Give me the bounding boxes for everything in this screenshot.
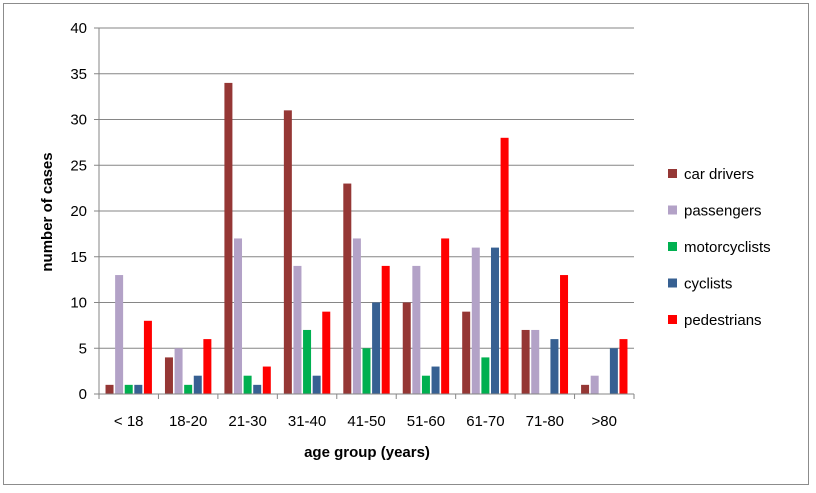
bar-passengers-5: passengers 51-60: 14 bbox=[412, 265, 421, 394]
bar-cyclists-6: cyclists 61-70: 16 bbox=[490, 247, 499, 394]
y-tick-label: 0 bbox=[79, 386, 87, 403]
bar-pedestrians-6: pedestrians 61-70: 28 bbox=[500, 137, 509, 395]
x-tick-label: 71-80 bbox=[526, 413, 564, 430]
bar-car-drivers-5: car drivers 51-60: 10 bbox=[402, 302, 411, 394]
y-tick-label: 35 bbox=[70, 66, 87, 83]
x-tick-labels: < 18 18-20 21-30 31-40 41-50 51-60 61-70 71-80 >… bbox=[114, 413, 617, 430]
y-tick-label: 5 bbox=[79, 340, 87, 357]
y-tick-label: 40 bbox=[70, 20, 87, 37]
legend-label-car-drivers: car drivers bbox=[684, 166, 754, 183]
x-tick-label: < 18 bbox=[114, 413, 144, 430]
bar-passengers-3: passengers 31-40: 14 bbox=[293, 265, 302, 394]
gridlines bbox=[99, 27, 634, 349]
legend-label-pedestrians: pedestrians bbox=[684, 312, 762, 329]
bar-motorcyclists-0: motorcyclists < 18: 1 bbox=[124, 384, 133, 394]
bar-car-drivers-8: car drivers >80: 1 bbox=[581, 384, 590, 394]
bar-motorcyclists-6: motorcyclists 61-70: 4 bbox=[481, 357, 490, 394]
bar-cyclists-0: cyclists < 18: 1 bbox=[134, 384, 143, 394]
x-tick-label: 21-30 bbox=[228, 413, 266, 430]
legend-label-motorcyclists: motorcyclists bbox=[684, 239, 771, 256]
bar-cyclists-4: cyclists 41-50: 10 bbox=[372, 302, 381, 394]
bar-cyclists-7: cyclists 71-80: 6 bbox=[550, 339, 559, 394]
legend-swatch-car-drivers bbox=[668, 169, 677, 178]
legend-label-cyclists: cyclists bbox=[684, 276, 732, 293]
bar-cyclists-1: cyclists 18-20: 2 bbox=[193, 375, 202, 394]
x-tick-label: >80 bbox=[592, 413, 617, 430]
x-tick-label: 51-60 bbox=[407, 413, 445, 430]
bar-pedestrians-7: pedestrians 71-80: 13 bbox=[560, 275, 569, 394]
bar-cyclists-2: cyclists 21-30: 1 bbox=[253, 384, 262, 394]
bar-passengers-6: passengers 61-70: 16 bbox=[471, 247, 480, 394]
bar-motorcyclists-4: motorcyclists 41-50: 5 bbox=[362, 348, 371, 394]
bar-pedestrians-4: pedestrians 41-50: 14 bbox=[381, 265, 390, 394]
bar-cyclists-3: cyclists 31-40: 2 bbox=[312, 375, 321, 394]
bar-pedestrians-3: pedestrians 31-40: 9 bbox=[322, 311, 331, 394]
bar-motorcyclists-2: motorcyclists 21-30: 2 bbox=[243, 375, 252, 394]
bar-passengers-8: passengers >80: 2 bbox=[590, 375, 599, 394]
bar-cyclists-5: cyclists 51-60: 3 bbox=[431, 366, 440, 394]
bar-pedestrians-1: pedestrians 18-20: 6 bbox=[203, 339, 212, 394]
y-tick-labels: 0 5 10 15 20 25 30 35 40 bbox=[70, 20, 87, 403]
bar-passengers-7: passengers 71-80: 7 bbox=[531, 329, 540, 394]
bar-motorcyclists-3: motorcyclists 31-40: 7 bbox=[303, 329, 312, 394]
y-tick-label: 25 bbox=[70, 157, 87, 174]
bar-passengers-4: passengers 41-50: 17 bbox=[352, 238, 361, 394]
axes bbox=[94, 27, 635, 399]
bar-car-drivers-2: car drivers 21-30: 34 bbox=[224, 82, 233, 395]
bar-passengers-1: passengers 18-20: 5 bbox=[174, 348, 183, 394]
bar-pedestrians-8: pedestrians >80: 6 bbox=[619, 339, 628, 394]
x-tick-label: 61-70 bbox=[466, 413, 504, 430]
y-tick-label: 10 bbox=[70, 295, 87, 312]
legend-swatch-passengers bbox=[668, 205, 677, 215]
bar-cyclists-8: cyclists >80: 5 bbox=[609, 348, 618, 394]
bars: car drivers < 18: 1passengers < 18: 13mo… bbox=[105, 82, 628, 395]
y-tick-label: 30 bbox=[70, 112, 87, 129]
y-axis-title: number of cases bbox=[39, 152, 56, 271]
x-axis-title: age group (years) bbox=[304, 444, 430, 461]
y-tick-label: 20 bbox=[70, 203, 87, 220]
x-tick-label: 41-50 bbox=[347, 413, 385, 430]
x-tick-label: 31-40 bbox=[288, 413, 326, 430]
bar-car-drivers-7: car drivers 71-80: 7 bbox=[521, 329, 530, 394]
bar-motorcyclists-1: motorcyclists 18-20: 1 bbox=[184, 384, 193, 394]
bar-car-drivers-1: car drivers 18-20: 4 bbox=[164, 357, 173, 394]
bar-car-drivers-0: car drivers < 18: 1 bbox=[105, 384, 114, 394]
bar-car-drivers-6: car drivers 61-70: 9 bbox=[462, 311, 471, 394]
bar-pedestrians-0: pedestrians < 18: 8 bbox=[143, 320, 152, 394]
legend-swatch-pedestrians bbox=[668, 315, 677, 324]
y-tick-label: 15 bbox=[70, 249, 87, 266]
legend: car drivers passengers motorcyclists cyclis… bbox=[668, 166, 771, 329]
legend-label-passengers: passengers bbox=[684, 203, 762, 220]
x-tick-label: 18-20 bbox=[169, 413, 207, 430]
bar-pedestrians-2: pedestrians 21-30: 3 bbox=[262, 366, 271, 394]
bar-car-drivers-3: car drivers 31-40: 31 bbox=[283, 110, 292, 394]
legend-swatch-motorcyclists bbox=[668, 242, 677, 251]
bar-car-drivers-4: car drivers 41-50: 23 bbox=[343, 183, 352, 394]
legend-swatch-cyclists bbox=[668, 278, 677, 288]
bar-passengers-0: passengers < 18: 13 bbox=[115, 275, 124, 394]
bar-passengers-2: passengers 21-30: 17 bbox=[234, 238, 243, 394]
bar-motorcyclists-5: motorcyclists 51-60: 2 bbox=[421, 375, 430, 394]
bar-pedestrians-5: pedestrians 51-60: 17 bbox=[441, 238, 450, 394]
